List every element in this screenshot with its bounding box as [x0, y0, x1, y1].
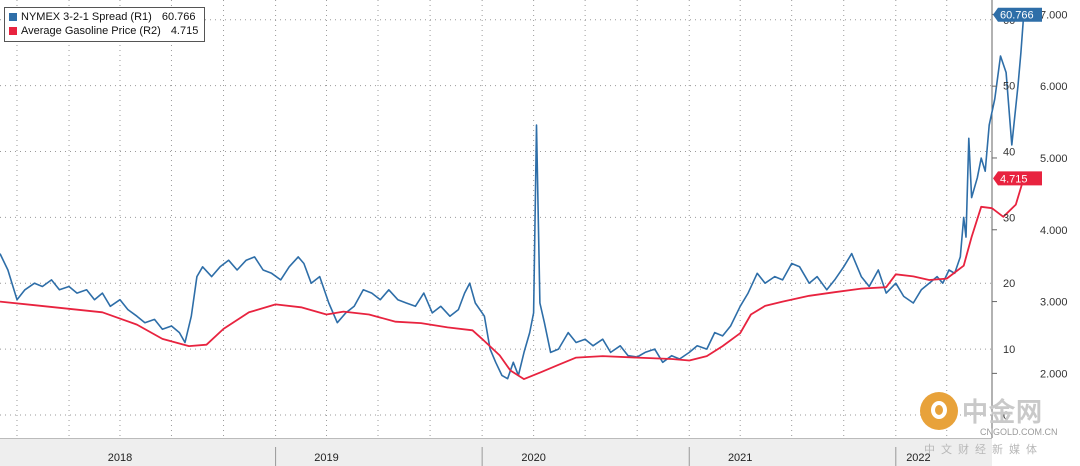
right-axis-tick-label: 7.000 [1040, 9, 1068, 21]
legend-swatch-spread [9, 13, 17, 21]
x-axis-tick-label: 2020 [521, 452, 545, 464]
svg-text:60.766: 60.766 [1000, 10, 1034, 22]
left-axis-tick-label: 50 [1003, 81, 1015, 93]
legend-value-spread: 60.766 [161, 11, 196, 23]
x-axis-year-bar: 2018 2019 2020 2021 2022 [0, 438, 992, 466]
x-axis-tick-label: 2019 [314, 452, 338, 464]
last-value-badge-gasoline: 4.715 [993, 171, 1042, 186]
x-axis-tick-label: 2018 [108, 452, 132, 464]
x-axis-tick-label: 2021 [728, 452, 752, 464]
legend-entry-spread: NYMEX 3-2-1 Spread (R1) 60.766 [9, 10, 198, 24]
right-axis-tick-label: 3.000 [1040, 297, 1068, 309]
series-layer [0, 14, 1025, 381]
right-axis-tick-label: 2.000 [1040, 368, 1068, 380]
left-axis-tick-label: 20 [1003, 278, 1015, 290]
grid [0, 0, 992, 438]
watermark-url: CNGOLD.COM.CN [980, 427, 1058, 437]
left-axis-tick-label: 0 [1003, 410, 1009, 422]
legend-value-gasoline: 4.715 [170, 25, 199, 37]
legend-entry-gasoline: Average Gasoline Price (R2) 4.715 [9, 24, 198, 38]
legend: NYMEX 3-2-1 Spread (R1) 60.766 Average G… [4, 7, 206, 42]
legend-label-spread: NYMEX 3-2-1 Spread (R1) [21, 11, 152, 23]
right-axis-tick-label: 5.000 [1040, 153, 1068, 165]
watermark: 中金网 CNGOLD.COM.CN 中文财经新媒体 [918, 392, 1078, 462]
watermark-title: 中金网 [962, 398, 1044, 428]
legend-swatch-gasoline [9, 27, 17, 35]
series-line-gasoline [0, 178, 1025, 381]
x-axis-tick-label: 2022 [906, 452, 930, 464]
last-value-badge-spread: 60.766 [993, 7, 1042, 22]
right-axis-tick-label: 6.000 [1040, 81, 1068, 93]
last-value-badges: 60.766 4.715 [993, 7, 1042, 186]
svg-text:4.715: 4.715 [1000, 173, 1028, 185]
right-axis-tick-label: 4.000 [1040, 225, 1068, 237]
watermark-subtitle: 中文财经新媒体 [924, 443, 1043, 456]
watermark-logo-icon [920, 392, 958, 430]
left-axis-tick-label: 40 [1003, 146, 1015, 158]
left-axis-tick-label: 30 [1003, 212, 1015, 224]
left-axis-ticks: 0102030405060 [1003, 15, 1015, 422]
series-line-spread [0, 14, 1025, 380]
right-axis-ticks: 2.000 3.000 4.000 5.000 6.000 7.000 [992, 9, 1068, 380]
left-axis-tick-label: 10 [1003, 344, 1015, 356]
legend-label-gasoline: Average Gasoline Price (R2) [21, 25, 161, 37]
